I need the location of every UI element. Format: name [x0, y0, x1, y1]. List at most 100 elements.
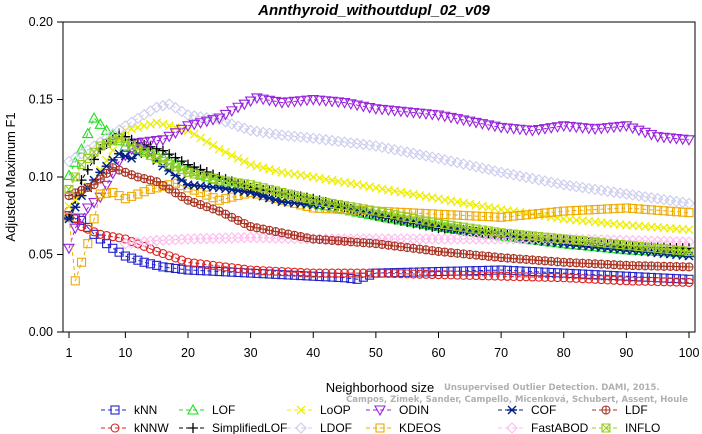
point-ldof-77	[545, 176, 558, 189]
point-knnw-5	[95, 229, 105, 239]
series-line-knnw	[68, 210, 690, 283]
point-ldof-72	[514, 170, 526, 182]
point-odin-20	[188, 119, 201, 131]
point-odin-77	[545, 123, 558, 134]
series-line-fastabod	[125, 236, 690, 245]
point-kdeos-70	[502, 212, 512, 222]
point-knnw-97	[671, 277, 682, 287]
point-knnw-91	[634, 276, 644, 286]
point-knnw-8	[114, 233, 124, 243]
point-kdeos-86	[603, 204, 613, 214]
point-odin-19	[182, 121, 194, 132]
point-knnw-49	[371, 268, 381, 278]
x-tick-label-7: 70	[494, 346, 508, 360]
point-knnw-66	[477, 271, 487, 281]
point-ldof-14	[150, 101, 163, 114]
point-knnw-58	[427, 269, 437, 280]
point-knn-46	[352, 274, 362, 284]
point-knnw-79	[559, 273, 569, 283]
point-odin-14	[150, 136, 163, 147]
point-knn-64	[465, 266, 475, 276]
point-knnw-52	[390, 269, 400, 279]
credit-line-1: Unsupervised Outlier Detection. DAMI, 20…	[444, 383, 660, 393]
point-knn-25	[221, 267, 231, 277]
point-kdeos-22	[202, 190, 212, 200]
legend-label-ldf: LDF	[625, 403, 648, 417]
legend-label-lof: LOF	[212, 403, 235, 417]
point-kdeos-4	[89, 214, 99, 224]
point-kdeos-68	[490, 212, 500, 222]
point-ldof-27	[232, 120, 244, 132]
x-tick-label-6: 60	[432, 346, 446, 360]
point-odin-49	[369, 104, 382, 115]
point-knn-86	[603, 270, 613, 280]
point-knnw-48	[365, 268, 375, 278]
point-knnw-75	[534, 272, 544, 282]
point-ldof-11	[132, 112, 144, 125]
legend-marker-lof	[187, 403, 199, 415]
series-ldof	[63, 98, 695, 210]
point-knnw-26	[227, 263, 237, 273]
point-knnw-93	[646, 276, 656, 287]
point-knnw-89	[621, 276, 631, 286]
point-odin-34	[275, 98, 288, 109]
point-odin-75	[532, 125, 545, 136]
point-kdeos-81	[571, 205, 581, 216]
point-odin-26	[225, 106, 238, 117]
point-knnw-27	[233, 263, 243, 274]
legend-label-ldof: LDOF	[320, 421, 352, 434]
point-knnw-92	[640, 276, 650, 286]
point-kdeos-11	[133, 189, 143, 199]
point-inflo-1	[70, 172, 80, 182]
point-ldof-61	[445, 155, 457, 167]
point-odin-25	[219, 109, 232, 121]
legend-label-inflo: INFLO	[625, 421, 660, 434]
point-knn-84	[590, 270, 600, 280]
legend-marker-kdeos	[375, 423, 385, 433]
legend-label-kdeos: KDEOS	[399, 421, 441, 434]
point-knn-87	[609, 271, 619, 281]
point-kdeos-62	[452, 210, 462, 220]
series-line-inflo	[68, 137, 690, 252]
point-knn-73	[521, 266, 531, 276]
point-fastabod-0	[119, 237, 132, 250]
point-odin-41	[319, 96, 332, 107]
legend-marker-ldof	[295, 422, 307, 434]
point-knnw-21	[195, 259, 206, 269]
point-knn-75	[534, 267, 544, 277]
point-ldof-13	[144, 105, 157, 117]
point-cof-33	[270, 195, 281, 205]
point-odin-76	[539, 124, 551, 135]
x-axis-label: Neighborhood size	[326, 380, 434, 395]
point-kdeos-6	[102, 188, 112, 198]
point-kdeos-7	[108, 187, 118, 198]
point-odin-54	[401, 107, 414, 119]
point-odin-96	[664, 133, 677, 145]
point-kdeos-10	[127, 191, 137, 201]
point-kdeos-83	[584, 205, 594, 215]
point-lof-5	[94, 118, 107, 129]
point-odin-8	[113, 156, 126, 168]
point-kdeos-9	[120, 194, 130, 204]
point-knn-76	[540, 267, 550, 277]
point-knnw-18	[177, 255, 187, 265]
point-kdeos-8	[114, 191, 124, 201]
y-tick-label-3: 0.15	[29, 93, 53, 107]
point-knnw-12	[139, 241, 149, 251]
point-knn-14	[152, 260, 162, 270]
point-odin-21	[194, 118, 207, 129]
point-ldof-51	[382, 142, 395, 155]
point-kdeos-98	[678, 207, 688, 217]
point-knn-44	[340, 273, 350, 283]
point-odin-98	[676, 134, 689, 146]
point-knnw-60	[440, 270, 450, 280]
point-ldof-26	[226, 118, 238, 130]
series-line-loop	[68, 122, 690, 231]
point-odin-57	[420, 109, 432, 120]
point-kdeos-80	[565, 206, 575, 216]
point-knn-17	[170, 263, 181, 274]
point-odin-82	[576, 123, 589, 134]
credit-line-2: Campos, Zimek, Sander, Campello, Micenko…	[346, 395, 688, 405]
point-knnw-81	[571, 273, 581, 283]
point-knnw-78	[552, 273, 563, 283]
